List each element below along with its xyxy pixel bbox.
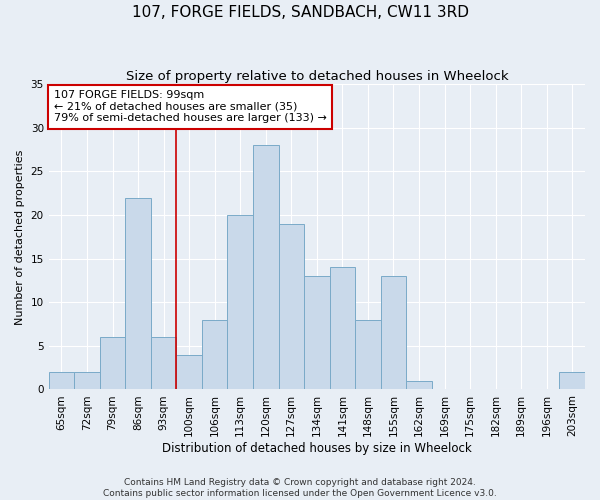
Bar (278, 224, 304, 390)
Text: 107 FORGE FIELDS: 99sqm
← 21% of detached houses are smaller (35)
79% of semi-de: 107 FORGE FIELDS: 99sqm ← 21% of detache… (54, 90, 327, 124)
Text: Contains HM Land Registry data © Crown copyright and database right 2024.
Contai: Contains HM Land Registry data © Crown c… (103, 478, 497, 498)
Bar (304, 276, 329, 390)
Bar (74, 372, 100, 390)
Bar (125, 198, 151, 390)
Bar (355, 320, 380, 390)
Bar (151, 337, 176, 390)
Y-axis label: Number of detached properties: Number of detached properties (15, 149, 25, 324)
Bar (227, 215, 253, 390)
Title: Size of property relative to detached houses in Wheelock: Size of property relative to detached ho… (125, 70, 508, 83)
Bar (176, 354, 202, 390)
Text: 107, FORGE FIELDS, SANDBACH, CW11 3RD: 107, FORGE FIELDS, SANDBACH, CW11 3RD (131, 5, 469, 20)
Bar (380, 276, 406, 390)
X-axis label: Distribution of detached houses by size in Wheelock: Distribution of detached houses by size … (162, 442, 472, 455)
Bar (559, 372, 585, 390)
Bar (253, 145, 278, 390)
Bar (202, 320, 227, 390)
Bar (406, 380, 432, 390)
Bar (100, 337, 125, 390)
Bar (329, 268, 355, 390)
Bar (49, 372, 74, 390)
